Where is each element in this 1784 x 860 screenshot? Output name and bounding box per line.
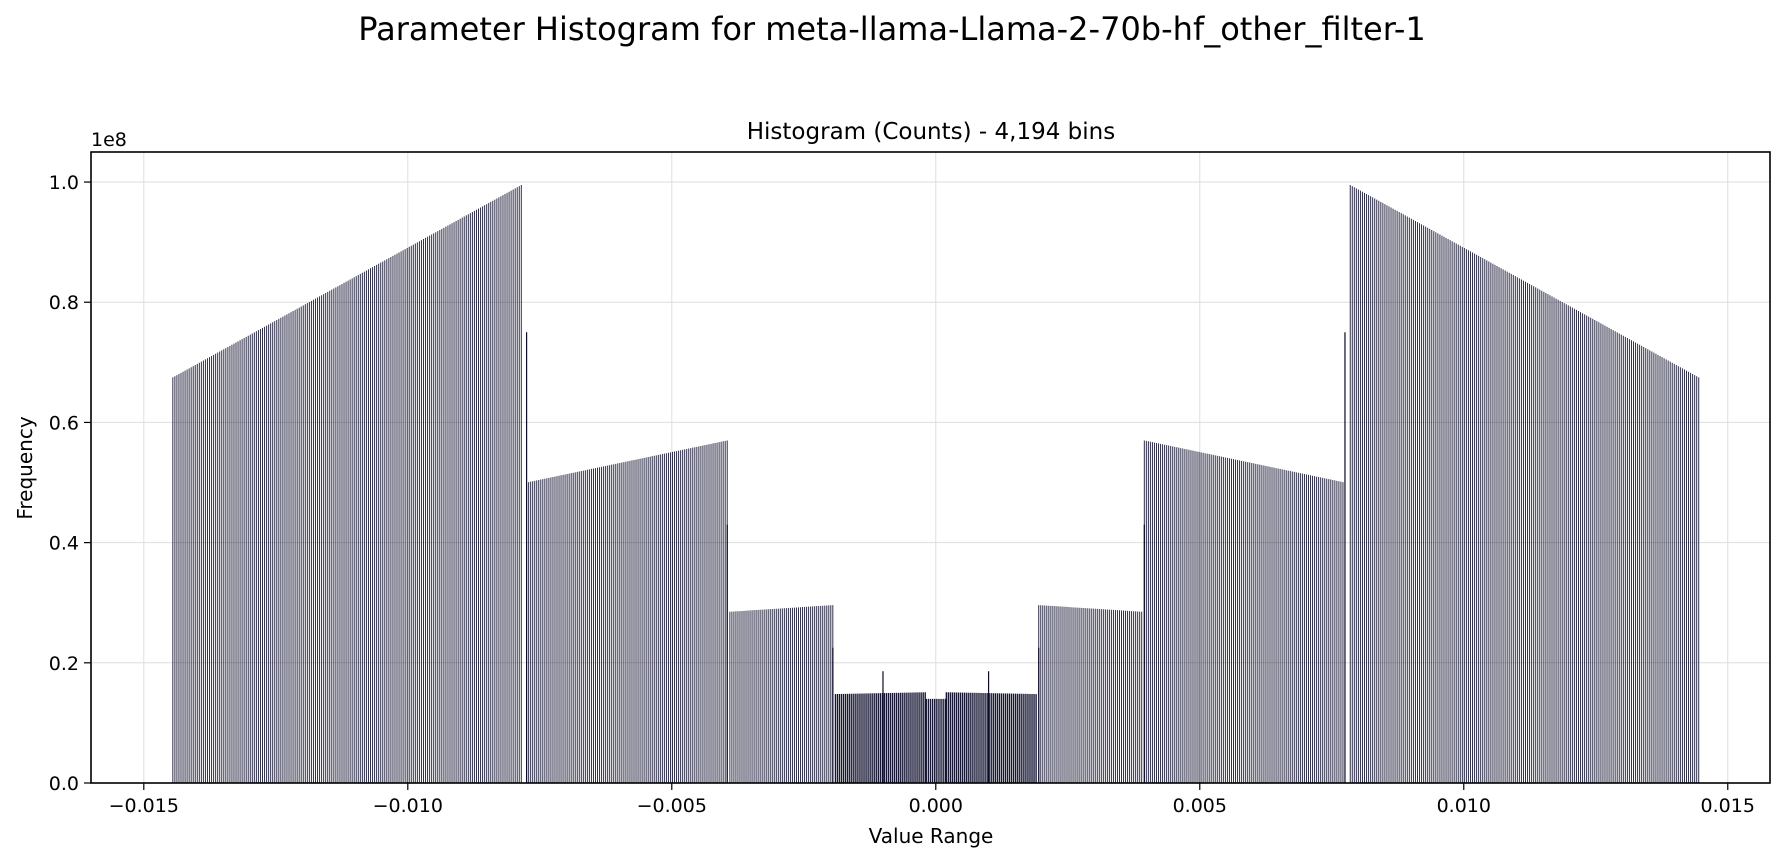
plot-frame [90, 151, 1771, 784]
x-axis-ticks: −0.015 −0.010 −0.005 0.000 0.005 0.010 0.015 [109, 783, 1755, 817]
x-tick-label: −0.015 [109, 795, 179, 817]
y-tick-label: 1.0 [49, 172, 79, 194]
x-tick-label: −0.010 [373, 795, 443, 817]
y-tick-label: 0.8 [49, 292, 79, 314]
y-axis-ticks: 0.0 0.2 0.4 0.6 0.8 1.0 [49, 172, 91, 795]
y-axis-offset-label: 1e8 [91, 129, 127, 151]
axes-title: Histogram (Counts) - 4,194 bins [747, 119, 1115, 145]
y-tick-label: 0.6 [49, 412, 79, 434]
x-tick-label: 0.010 [1437, 795, 1491, 817]
y-tick-label: 0.2 [49, 653, 79, 675]
y-tick-label: 0.4 [49, 533, 79, 555]
histogram-bars [172, 185, 1700, 783]
y-tick-label: 0.0 [49, 773, 79, 795]
x-axis-label: Value Range [869, 824, 994, 848]
figure-suptitle: Parameter Histogram for meta-llama-Llama… [358, 10, 1426, 48]
x-tick-label: 0.000 [909, 795, 963, 817]
x-tick-label: 0.005 [1173, 795, 1227, 817]
y-axis-label: Frequency [13, 416, 37, 519]
x-tick-label: 0.015 [1701, 795, 1755, 817]
x-tick-label: −0.005 [637, 795, 707, 817]
